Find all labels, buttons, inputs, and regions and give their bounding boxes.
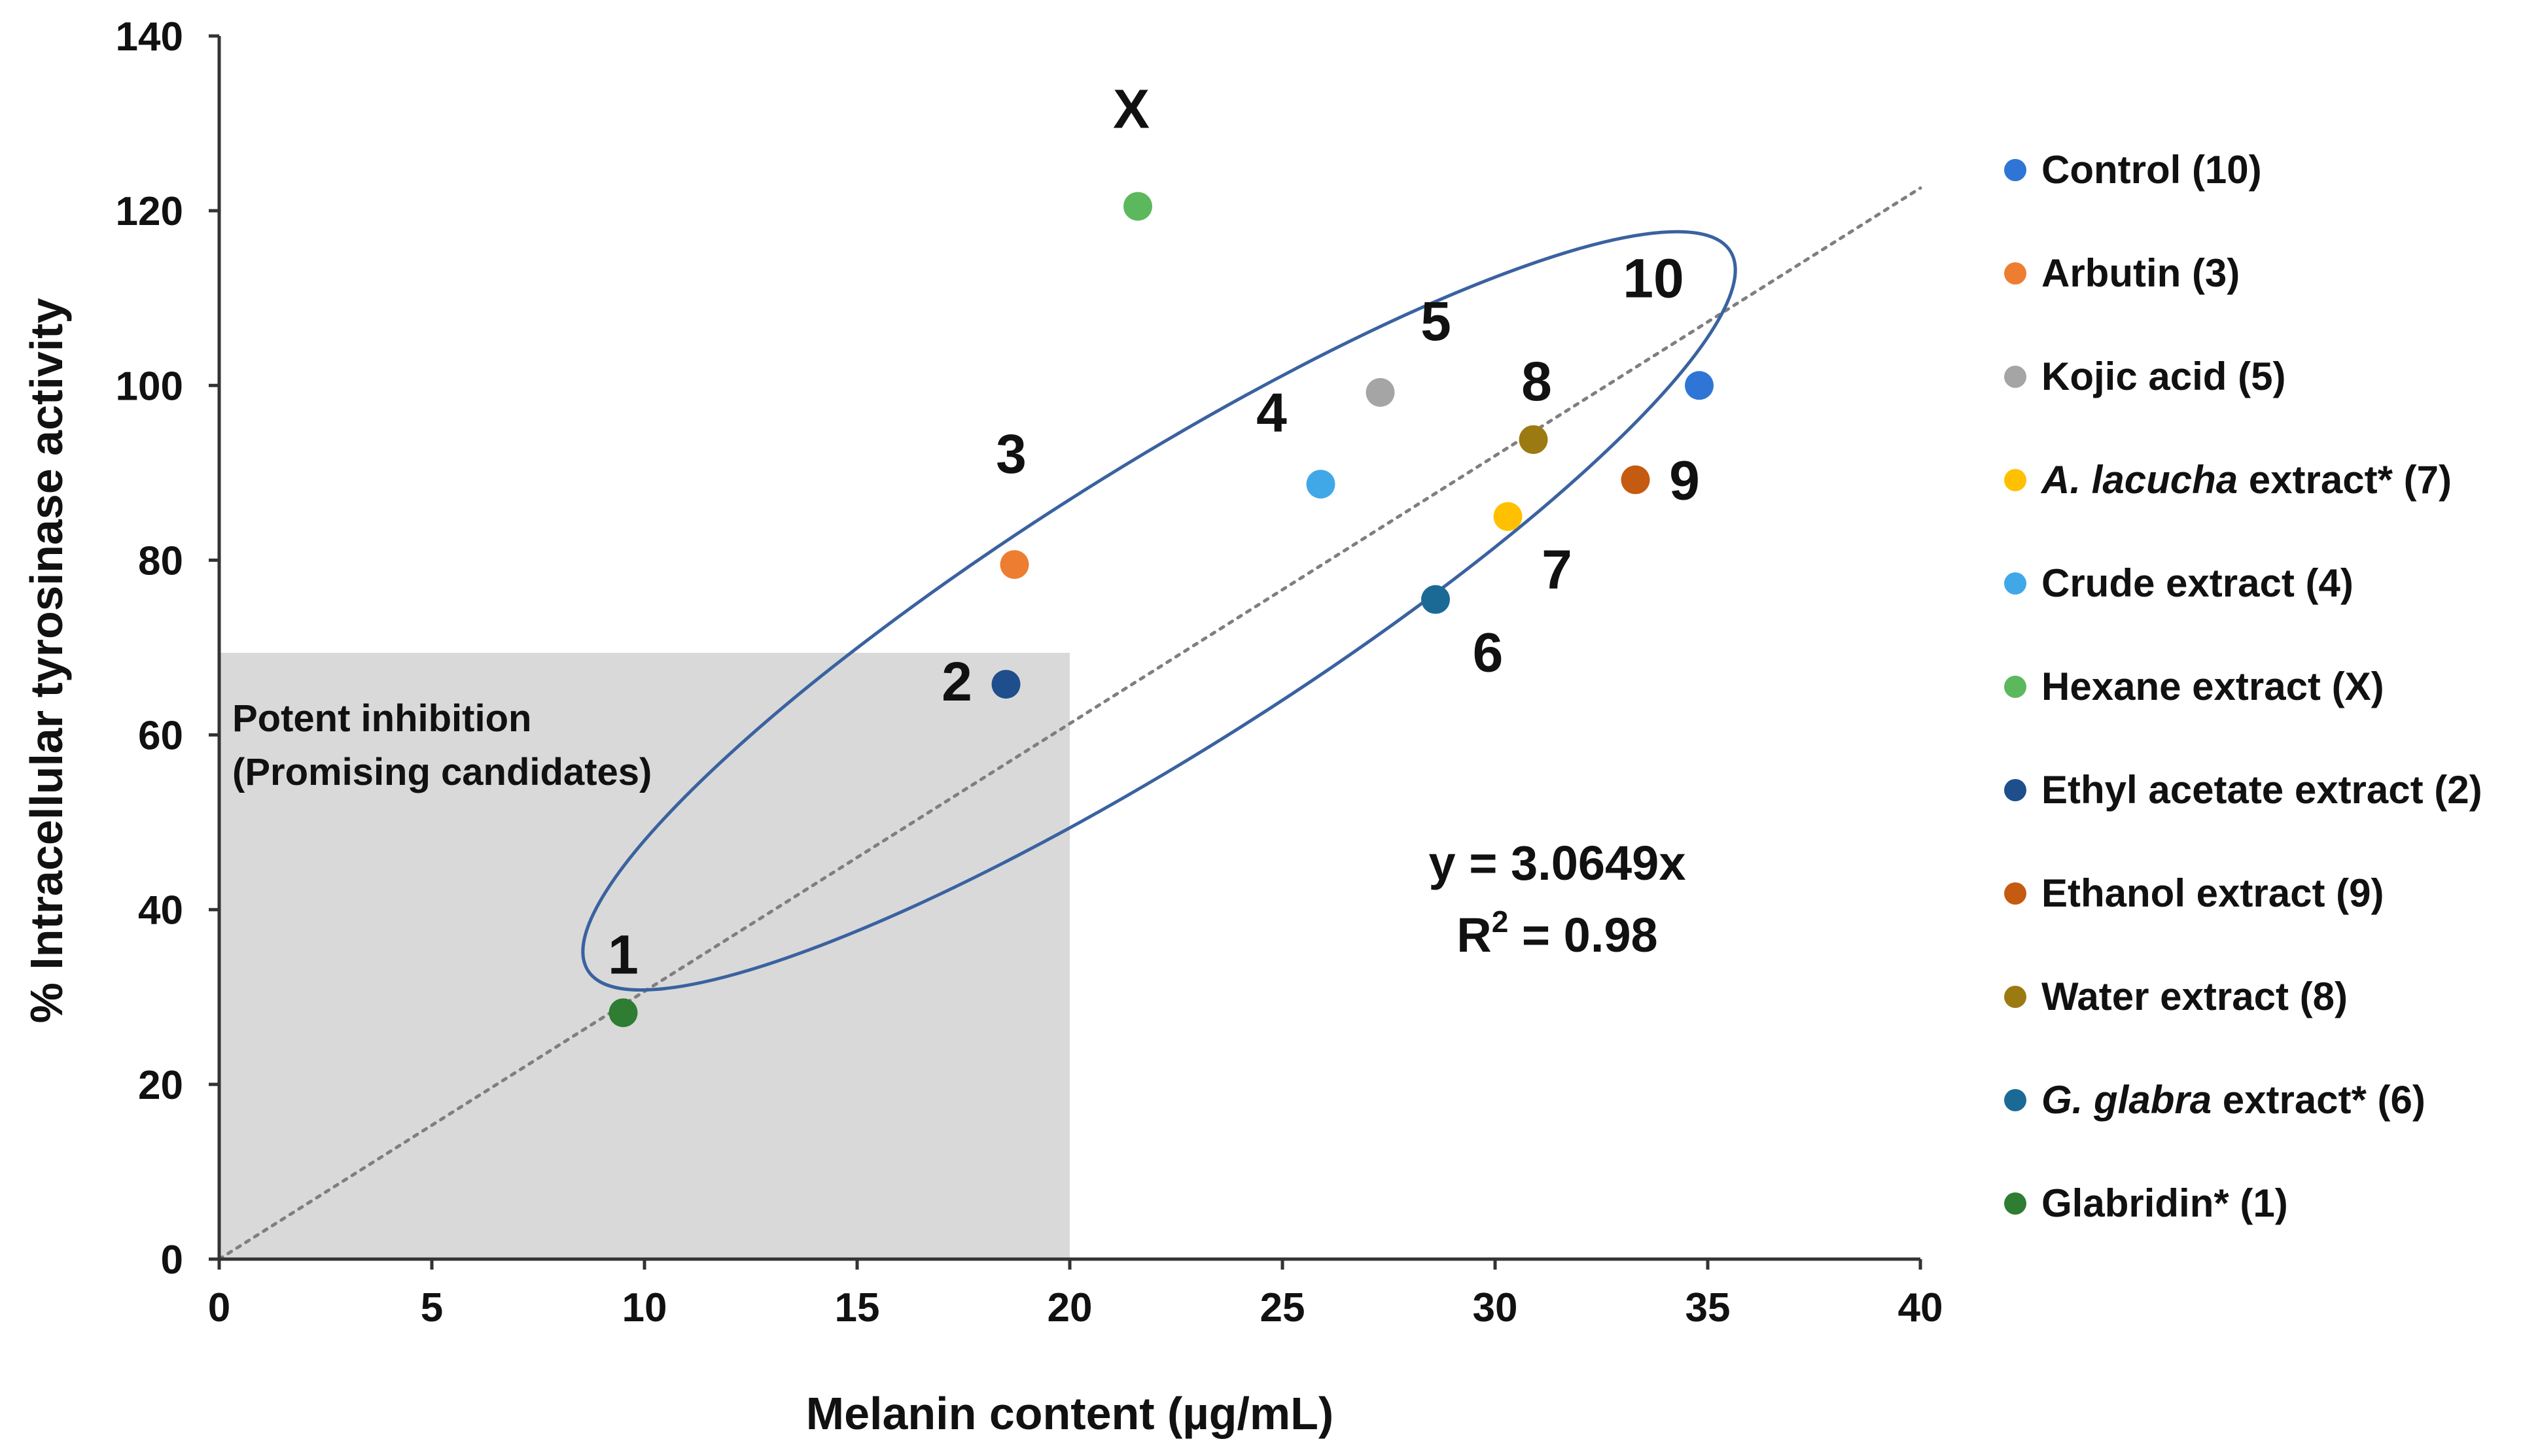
data-point [1000, 550, 1029, 580]
shaded-region-group [219, 653, 1070, 1259]
legend-marker [2004, 469, 2026, 491]
y-tick-label: 60 [138, 714, 183, 759]
shaded-region [219, 653, 1070, 1259]
point-label: 9 [1669, 450, 1700, 511]
points-group [609, 192, 1714, 1028]
data-point [1493, 502, 1523, 531]
legend-label: Ethanol extract (9) [2041, 871, 2384, 915]
legend-group: Control (10) Arbutin (3) Kojic acid (5) A. … [2004, 148, 2482, 1225]
data-point [1306, 470, 1335, 499]
legend-label-rest: extract* (7) [2238, 458, 2452, 502]
ellipse-group [581, 230, 1737, 992]
legend-label: A. lacucha extract* (7) [2040, 458, 2452, 502]
legend-label: Crude extract (4) [2041, 561, 2354, 605]
legend-label-rest: extract* (6) [2212, 1078, 2426, 1122]
y-tick-label: 100 [116, 364, 183, 409]
r-squared-value: = 0.98 [1508, 908, 1657, 962]
y-tick-label: 40 [138, 888, 183, 933]
x-tick-label: 5 [421, 1285, 443, 1330]
x-axis-title: Melanin content (µg/mL) [806, 1388, 1333, 1439]
point-label: X [1113, 78, 1150, 139]
y-tick-label: 0 [161, 1238, 183, 1283]
legend-label: Control (10) [2041, 148, 2262, 192]
legend-marker [2004, 676, 2026, 698]
data-point [1366, 377, 1395, 407]
legend-marker [2004, 986, 2026, 1008]
point-label: 5 [1420, 290, 1451, 352]
y-tick-label: 80 [138, 538, 183, 583]
legend-marker [2004, 1192, 2026, 1215]
y-tick-label: 120 [116, 189, 183, 234]
trendline-equation: y = 3.0649x [1429, 836, 1686, 890]
legend-label: Water extract (8) [2041, 975, 2348, 1018]
legend-label-italic: G. glabra [2041, 1078, 2212, 1122]
x-tick-label: 25 [1260, 1285, 1305, 1330]
y-tick-label: 20 [138, 1063, 183, 1108]
point-label: 10 [1623, 247, 1684, 309]
annotations-group: Potent inhibition (Promising candidates) y… [232, 697, 1685, 962]
y-axis-title: % Intracellular tyrosinase activity [21, 298, 72, 1024]
x-tick-label: 20 [1048, 1285, 1093, 1330]
point-label: 2 [942, 651, 972, 712]
legend-label: Kojic acid (5) [2041, 355, 2285, 398]
trendline [217, 186, 1922, 1261]
legend-marker [2004, 262, 2026, 285]
legend-marker [2004, 572, 2026, 595]
point-label: 7 [1542, 539, 1572, 600]
data-point [1519, 425, 1548, 455]
r-squared-letter: R [1456, 908, 1491, 962]
r-squared-superscript: 2 [1492, 905, 1509, 939]
point-label: 4 [1256, 382, 1287, 443]
data-point [1685, 371, 1714, 400]
legend-label: Hexane extract (X) [2041, 665, 2384, 708]
legend-marker [2004, 366, 2026, 388]
legend-label-italic: A. lacucha [2040, 458, 2238, 502]
x-tick-label: 30 [1473, 1285, 1518, 1330]
legend-marker [2004, 1089, 2026, 1111]
trendline-group [217, 186, 1922, 1261]
legend-label: G. glabra extract* (6) [2041, 1078, 2426, 1122]
point-labels-group: 10 3 5 7 4 X 2 9 8 6 1 [608, 78, 1700, 985]
x-tick-label: 35 [1685, 1285, 1731, 1330]
data-point [609, 998, 638, 1028]
data-point [1621, 465, 1650, 494]
y-tick-label: 140 [116, 14, 183, 60]
x-tick-label: 0 [208, 1285, 230, 1330]
data-point [1123, 192, 1152, 221]
region-label-line1: Potent inhibition [232, 697, 531, 740]
legend-label: Arbutin (3) [2041, 251, 2240, 295]
data-point [1421, 585, 1450, 614]
x-tick-label: 15 [835, 1285, 880, 1330]
point-label: 3 [996, 423, 1027, 485]
point-label: 6 [1473, 622, 1504, 684]
legend-label: Ethyl acetate extract (2) [2041, 768, 2482, 812]
axes-group: 0 5 10 15 20 25 30 35 40020406080100120140Melani… [21, 14, 1943, 1439]
x-tick-label: 10 [622, 1285, 667, 1330]
legend-label: Glabridin* (1) [2041, 1181, 2288, 1225]
candidate-ellipse [581, 230, 1737, 992]
x-tick-label: 40 [1898, 1285, 1943, 1330]
r-squared: R2 = 0.98 [1456, 905, 1657, 962]
legend-marker [2004, 779, 2026, 801]
legend-marker [2004, 882, 2026, 905]
point-label: 1 [608, 924, 639, 985]
legend-marker [2004, 159, 2026, 181]
point-label: 8 [1521, 351, 1552, 412]
region-label-line2: (Promising candidates) [232, 751, 652, 793]
data-point [991, 670, 1021, 699]
